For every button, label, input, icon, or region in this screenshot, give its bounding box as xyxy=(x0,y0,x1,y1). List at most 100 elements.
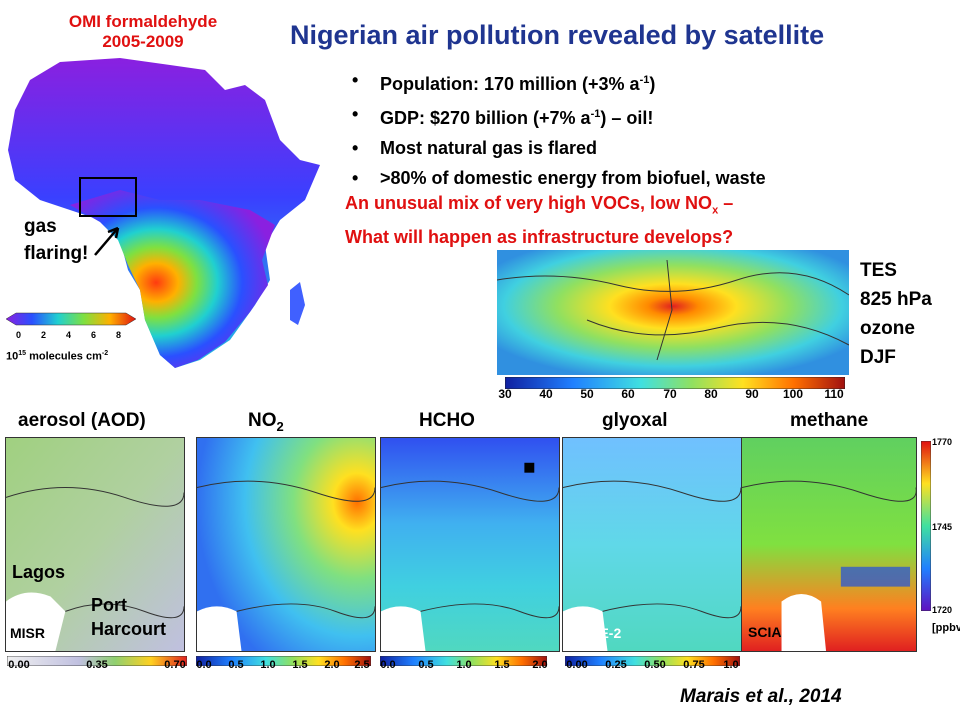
tes-label: TES 825 hPa ozone DJF xyxy=(860,256,932,372)
omi-header-line1: OMI formaldehyde xyxy=(68,12,218,31)
fact-sup: -1 xyxy=(590,108,601,120)
tes-tick: 110 xyxy=(824,387,844,401)
methane-tick: 1770 xyxy=(932,437,953,447)
fact-energy: >80% of domestic energy from biofuel, wa… xyxy=(350,163,950,193)
glyoxal-tick: 1.0 xyxy=(723,659,739,671)
citation: Marais et al., 2014 xyxy=(680,686,842,707)
fact-gdp: GDP: $270 billion (+7% a-1) – oil! xyxy=(350,99,950,133)
tes-ozone-map xyxy=(497,250,849,375)
fact-gas-flared: Most natural gas is flared xyxy=(350,133,950,163)
glyoxal-tick: 0.25 xyxy=(605,659,627,671)
no2-tick: 2.0 xyxy=(324,659,340,671)
port-line2: Harcourt xyxy=(91,619,167,639)
red-note-sub: x xyxy=(712,204,719,217)
misr-label: MISR xyxy=(10,625,45,641)
methane-map xyxy=(741,437,917,652)
hcho-map xyxy=(380,437,560,652)
omi-colorbar-ticks: 0 2 4 6 8 xyxy=(16,330,126,342)
no2-ticks: 0.0 0.5 1.0 1.5 2.0 2.5 xyxy=(196,659,371,673)
tes-colorbar xyxy=(505,377,845,389)
gas-flaring-line2: flaring! xyxy=(24,243,89,264)
methane-title: methane xyxy=(790,410,869,431)
tes-tick: 60 xyxy=(621,387,635,401)
no2-title-main: NO xyxy=(248,410,277,431)
tes-tick: 40 xyxy=(539,387,553,401)
glyoxal-tick: 0.75 xyxy=(683,659,705,671)
red-note-line2: What will happen as infrastructure devel… xyxy=(345,226,734,247)
omi-colorbar-unit: 1015 molecules cm-2 xyxy=(6,350,108,363)
slide-title: Nigerian air pollution revealed by satel… xyxy=(290,20,825,50)
hcho-ticks: 0.0 0.5 1.0 1.5 2.0 xyxy=(380,659,547,673)
tes-line3: ozone xyxy=(860,318,915,339)
methane-unit: [ppbv] xyxy=(932,622,960,634)
red-note-text: An unusual mix of very high VOCs, low NO xyxy=(345,193,713,213)
glyoxal-title: glyoxal xyxy=(602,410,668,431)
glyoxal-instrument-label: GOME-2 xyxy=(566,625,622,641)
tes-tick: 80 xyxy=(704,387,718,401)
glyoxal-colorbar xyxy=(565,656,740,666)
unit-text: molecules cm xyxy=(26,350,102,363)
omi-header-line2: 2005-2009 xyxy=(102,32,184,51)
fact-text: >80% of domestic energy from biofuel, wa… xyxy=(380,168,766,188)
no2-tick: 1.5 xyxy=(292,659,308,671)
glyoxal-map xyxy=(562,437,742,652)
glyoxal-tick: 0.50 xyxy=(644,659,666,671)
omi-colorbar xyxy=(6,312,136,326)
gas-flaring-line1: gas xyxy=(24,216,57,237)
no2-map xyxy=(196,437,376,652)
glyoxal-ticks: 0.00 0.25 0.50 0.75 1.0 xyxy=(565,659,740,673)
omi-tick-2: 2 xyxy=(41,330,47,340)
tes-line2: 825 hPa xyxy=(860,289,932,310)
fact-population: Population: 170 million (+3% a-1) xyxy=(350,65,950,99)
omi-tick-4: 4 xyxy=(66,330,72,340)
aerosol-tick: 0.00 xyxy=(8,659,30,671)
no2-tick: 0.5 xyxy=(228,659,244,671)
unit-exp2: -2 xyxy=(101,350,109,357)
no2-tick: 0.0 xyxy=(196,659,212,671)
hcho-tick: 1.5 xyxy=(494,659,510,671)
omi-tick-6: 6 xyxy=(91,330,97,340)
hcho-colorbar xyxy=(380,656,547,666)
aerosol-tick: 0.35 xyxy=(86,659,108,671)
fact-sup: -1 xyxy=(639,74,650,86)
no2-tick: 2.5 xyxy=(354,659,370,671)
tes-line4: DJF xyxy=(860,347,896,368)
fact-tail: ) – oil! xyxy=(600,108,654,128)
fact-tail: ) xyxy=(649,74,656,94)
hcho-tick: 2.0 xyxy=(532,659,548,671)
hcho-tick: 1.0 xyxy=(456,659,472,671)
methane-tick: 1720 xyxy=(932,605,953,615)
fact-text: Population: 170 million (+3% a xyxy=(380,74,640,94)
hcho-title: HCHO xyxy=(419,410,475,431)
omi-tick-8: 8 xyxy=(116,330,122,340)
red-note-dash: – xyxy=(718,193,734,213)
aerosol-map xyxy=(5,437,185,652)
aerosol-title: aerosol (AOD) xyxy=(18,410,146,431)
aerosol-ticks: 0.00 0.35 0.70 xyxy=(7,659,187,673)
lagos-label: Lagos xyxy=(12,562,66,582)
gas-flaring-label: gas flaring! xyxy=(24,213,88,267)
no2-colorbar xyxy=(196,656,371,666)
facts-list: Population: 170 million (+3% a-1) GDP: $… xyxy=(350,65,950,193)
methane-tick: 1745 xyxy=(932,522,953,532)
aerosol-colorbar xyxy=(7,656,187,666)
africa-formaldehyde-map xyxy=(8,58,320,368)
tes-tick: 70 xyxy=(663,387,677,401)
tes-tick: 90 xyxy=(745,387,759,401)
no2-tick: 1.0 xyxy=(260,659,276,671)
omi-header: OMI formaldehyde 2005-2009 xyxy=(28,12,258,52)
port-harcourt-label: Port Harcourt xyxy=(91,593,166,641)
unit-prefix: 10 xyxy=(6,350,19,363)
tes-tick: 30 xyxy=(498,387,512,401)
tes-tick: 100 xyxy=(782,387,804,401)
hcho-tick: 0.5 xyxy=(418,659,434,671)
aerosol-tick: 0.70 xyxy=(164,659,186,671)
methane-ticks: 1770 1745 1720 [ppbv] xyxy=(932,437,960,637)
port-line1: Port xyxy=(91,595,127,615)
omi-tick-0: 0 xyxy=(16,330,22,340)
glyoxal-tick: 0.00 xyxy=(566,659,588,671)
hcho-tick: 0.0 xyxy=(380,659,396,671)
tes-line1: TES xyxy=(860,260,897,281)
tes-tick: 50 xyxy=(580,387,594,401)
methane-instrument-label: SCIA xyxy=(748,624,782,640)
